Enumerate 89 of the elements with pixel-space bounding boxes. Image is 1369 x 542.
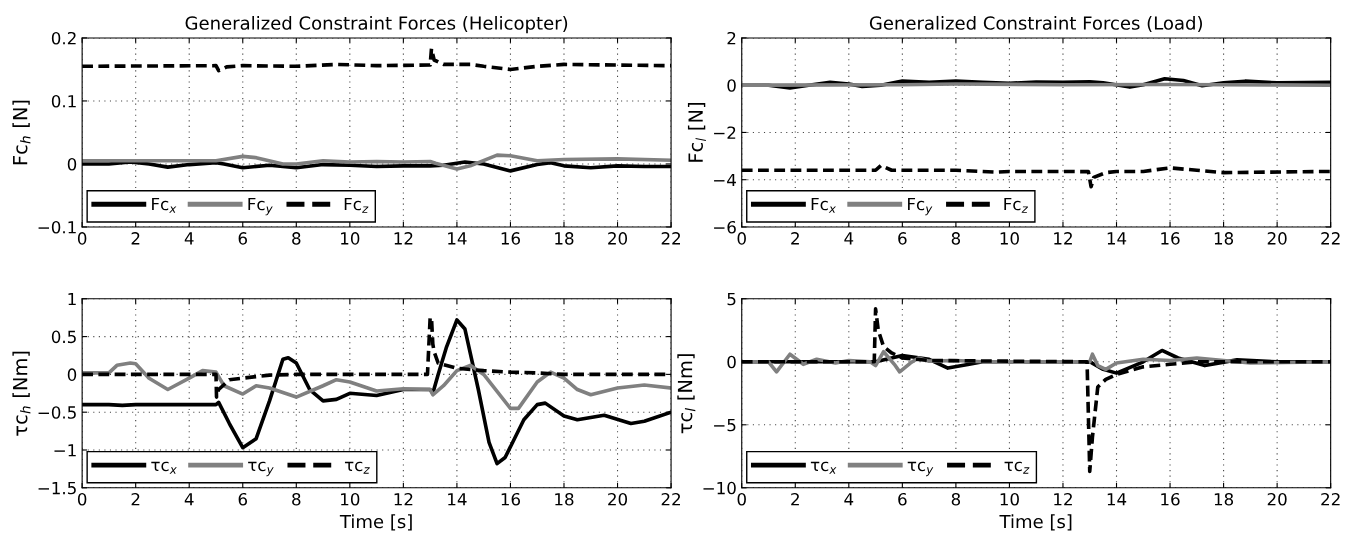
y-tick-label: 0.5 (51, 330, 76, 344)
legend-label: Fc$_{x}$ (811, 197, 836, 213)
y-tick-label: 0.2 (51, 31, 76, 45)
y-tick-label: −1.5 (38, 481, 76, 495)
legend-label: Fc$_{z}$ (344, 197, 369, 213)
x-tick-label: 6 (898, 232, 907, 245)
legend-label: τc$_{x}$ (151, 461, 177, 474)
x-tick-label: 22 (661, 232, 680, 245)
y-tick-label: 1 (68, 292, 76, 306)
x-tick-label: 0 (77, 232, 87, 245)
x-tick-label: 4 (844, 232, 854, 245)
x-tick-label: 18 (1214, 232, 1234, 245)
x-tick-label: 2 (131, 232, 140, 245)
x-tick-label: 10 (1000, 492, 1019, 506)
y-tick-label: −0.5 (38, 406, 76, 419)
x-tick-label: 10 (1000, 232, 1019, 245)
x-tick-label: 4 (844, 493, 854, 506)
x-tick-label: 16 (501, 232, 521, 245)
legend-label: Fc$_{y}$ (908, 197, 933, 216)
legend-label: τc$_{z}$ (1004, 461, 1030, 474)
y-tick-label: −0.1 (38, 220, 76, 234)
x-tick-label: 14 (1107, 232, 1127, 245)
x-tick-label: 10 (341, 232, 360, 245)
y-axis-title: τc$_{l}$ [Nm] (677, 354, 696, 434)
x-tick-label: 8 (951, 232, 961, 245)
legend-label: Fc$_{z}$ (1004, 197, 1028, 213)
x-tick-label: 2 (791, 492, 799, 506)
line-series (82, 361, 672, 411)
y-tick-label: 0 (727, 79, 736, 92)
x-tick-label: 8 (292, 492, 301, 506)
x-tick-label: 14 (448, 232, 467, 245)
x-tick-label: 18 (1214, 492, 1234, 506)
x-tick-label: 12 (394, 232, 413, 245)
x-tick-label: 6 (238, 232, 248, 245)
x-tick-label: 18 (555, 492, 574, 506)
x-tick-label: 12 (394, 492, 413, 506)
y-tick-label: −1 (54, 444, 76, 457)
legend-label: τc$_{z}$ (344, 461, 370, 474)
x-tick-label: 14 (1107, 493, 1127, 506)
x-tick-label: 16 (501, 492, 521, 506)
y-tick-label: 5 (727, 292, 736, 306)
x-tick-label: 20 (608, 232, 628, 245)
x-tick-label: 6 (898, 492, 907, 506)
legend-label: τc$_{x}$ (810, 461, 837, 474)
x-tick-label: 20 (1267, 232, 1287, 245)
line-series (82, 153, 672, 171)
x-tick-label: 8 (292, 232, 301, 245)
y-tick-label: −5 (714, 418, 736, 432)
chart-title: Generalized Constraint Forces (Load) (869, 15, 1202, 32)
y-axis-title: Fc$_{l}$ [N] (687, 103, 706, 162)
y-tick-label: 0 (727, 355, 736, 369)
x-tick-label: 10 (341, 492, 360, 506)
x-axis-title: Time [s] (339, 514, 412, 531)
x-tick-label: 20 (1267, 492, 1287, 506)
y-tick-label: −6 (714, 220, 736, 234)
y-tick-label: −4 (714, 173, 736, 187)
x-tick-label: 2 (791, 232, 799, 245)
x-tick-label: 20 (608, 492, 628, 506)
x-tick-label: 2 (131, 492, 140, 506)
x-tick-label: 22 (661, 492, 680, 506)
x-tick-label: 16 (1161, 232, 1180, 245)
y-axis-title: τc$_{h}$ [Nm] (12, 351, 31, 436)
y-axis-title: Fc$_{h}$ [N] (12, 100, 31, 165)
x-tick-label: 6 (238, 492, 248, 506)
y-tick-label: −10 (703, 481, 736, 495)
legend-label: Fc$_{y}$ (248, 197, 273, 216)
chart-title: Generalized Constraint Forces (Helicopter) (185, 15, 568, 34)
legend-label: Fc$_{x}$ (152, 197, 177, 213)
x-tick-label: 22 (1321, 492, 1340, 506)
x-tick-label: 4 (184, 232, 194, 245)
y-tick-label: 2 (727, 31, 736, 45)
x-tick-label: 22 (1321, 232, 1340, 245)
x-axis-title: Time [s] (999, 514, 1072, 531)
y-tick-label: 0 (67, 368, 77, 381)
legend-label: τc$_{y}$ (248, 461, 274, 477)
x-tick-label: 12 (1054, 492, 1072, 506)
x-tick-label: 0 (737, 492, 746, 506)
x-tick-label: 16 (1161, 492, 1180, 506)
x-tick-label: 0 (77, 492, 87, 506)
x-tick-label: 8 (951, 492, 961, 506)
x-tick-label: 12 (1054, 232, 1072, 245)
x-tick-label: 18 (555, 232, 574, 245)
y-tick-label: 0 (67, 157, 77, 171)
y-tick-label: 0.1 (51, 94, 76, 108)
y-tick-label: −2 (714, 126, 736, 139)
x-tick-label: 0 (737, 232, 746, 245)
legend-label: τc$_{y}$ (907, 461, 934, 477)
x-tick-label: 14 (448, 493, 467, 506)
x-tick-label: 4 (184, 493, 194, 506)
